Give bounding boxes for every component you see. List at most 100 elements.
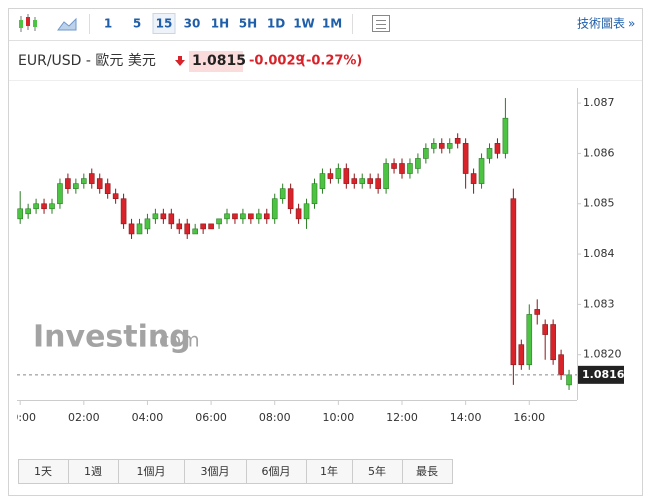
candle-body: [25, 208, 31, 215]
interval-button[interactable]: 30: [184, 17, 201, 31]
candle-body: [319, 173, 326, 189]
range-button[interactable]: [246, 459, 307, 484]
x-tick-label: 04:00: [132, 411, 164, 424]
last-price-label: 1.0816: [582, 368, 625, 381]
interval-button[interactable]: 1: [104, 17, 112, 31]
candle-body: [192, 228, 198, 235]
candle-body: [65, 178, 71, 189]
candle-body: [407, 163, 413, 174]
interval-button[interactable]: 5H: [239, 17, 257, 31]
range-label[interactable]: 1週: [84, 465, 102, 478]
x-tick-label: 16:00: [513, 411, 545, 424]
candle-body: [462, 143, 469, 174]
range-label[interactable]: 1天: [34, 465, 52, 478]
candle-body: [88, 173, 95, 184]
price-highlight: [189, 51, 243, 72]
candle-body: [470, 173, 477, 184]
candle-body: [96, 178, 103, 189]
candle-body: [518, 344, 525, 366]
y-tick-label: 1.085: [583, 197, 615, 210]
candle-body: [271, 198, 278, 220]
candle-body: [502, 117, 509, 154]
candle-body: [542, 324, 548, 335]
interval-button[interactable]: 1W: [293, 17, 315, 31]
instrument-name: EUR/USD - 歐元 美元: [18, 53, 156, 69]
candle-body: [478, 158, 485, 184]
interval-button[interactable]: 1D: [267, 17, 285, 31]
candle-body: [128, 223, 135, 235]
range-label[interactable]: 3個月: [201, 465, 230, 478]
interval-button[interactable]: 1H: [211, 17, 229, 31]
candle-body: [176, 223, 183, 230]
range-button[interactable]: [68, 459, 119, 484]
candle-body: [415, 158, 421, 169]
candle-body: [558, 354, 564, 376]
candle-body: [287, 188, 294, 210]
interval-button[interactable]: 15: [156, 17, 173, 31]
candle-body: [351, 178, 358, 184]
x-tick-label: 12:00: [386, 411, 418, 424]
range-label[interactable]: 1年: [320, 464, 338, 478]
candle-body: [57, 183, 63, 205]
range-label[interactable]: 1個月: [137, 465, 166, 478]
range-label[interactable]: 5年: [368, 464, 386, 478]
range-button[interactable]: [184, 459, 247, 484]
x-tick-label: 02:00: [68, 411, 100, 424]
range-button[interactable]: [306, 459, 353, 484]
interval-button[interactable]: 5: [133, 17, 141, 31]
y-tick-label: 1.0820: [583, 348, 622, 361]
interval-selected: [152, 13, 176, 34]
candle-body: [534, 309, 541, 315]
candle-body: [136, 223, 143, 235]
candle-body: [232, 213, 238, 220]
candle-body: [160, 213, 167, 220]
candle-body: [327, 173, 334, 179]
candle-body: [263, 213, 270, 220]
range-button[interactable]: [352, 459, 403, 484]
interval-button[interactable]: 1M: [322, 17, 342, 31]
candle-body: [279, 188, 286, 200]
candle-body: [152, 213, 159, 220]
candle-body: [168, 213, 175, 225]
x-tick-label: 10:00: [323, 411, 355, 424]
range-button[interactable]: [118, 459, 185, 484]
candle-body: [33, 203, 39, 210]
candle-icon[interactable]: [19, 14, 37, 32]
area-icon[interactable]: [57, 17, 77, 31]
x-tick-label: 06:00: [195, 411, 227, 424]
frame: [8, 8, 643, 496]
y-tick-label: 1.087: [583, 96, 615, 109]
technical-link[interactable]: 技術圖表: [577, 17, 625, 31]
candle-body: [303, 203, 310, 220]
watermark-suffix: .com: [153, 330, 200, 352]
range-label[interactable]: 最長: [416, 465, 438, 478]
candle-body: [49, 203, 55, 210]
candle-body: [383, 163, 389, 189]
candle-body: [423, 148, 429, 159]
candle-body: [184, 223, 191, 235]
candle-body: [104, 183, 111, 194]
candle-body: [248, 213, 254, 220]
candle-body: [200, 223, 206, 230]
price-change-percent: (-0.27%): [300, 54, 362, 69]
indicator-icon[interactable]: [372, 15, 390, 32]
x-tick-label: 00:00: [4, 411, 36, 424]
candle-body: [486, 148, 493, 159]
x-tick-label: 08:00: [259, 411, 291, 424]
price-change: -0.0029: [249, 54, 305, 69]
candle-body: [256, 213, 262, 220]
range-button[interactable]: [18, 459, 69, 484]
candle-body: [17, 208, 23, 220]
y-tick-label: 1.086: [583, 146, 615, 159]
range-button[interactable]: [402, 459, 453, 484]
x-tick-label: 14:00: [450, 411, 482, 424]
candle-body: [335, 168, 342, 179]
candle-body: [343, 168, 350, 184]
candle-body: [240, 213, 246, 220]
candle-body: [566, 374, 572, 386]
range-label[interactable]: 6個月: [262, 465, 291, 478]
technical-arrow[interactable]: »: [628, 17, 635, 31]
plot: 00:00 02:00 04:00 06:00 08:00 10:00 12:00 14:00…: [4, 98, 572, 424]
candle-body: [454, 138, 461, 144]
